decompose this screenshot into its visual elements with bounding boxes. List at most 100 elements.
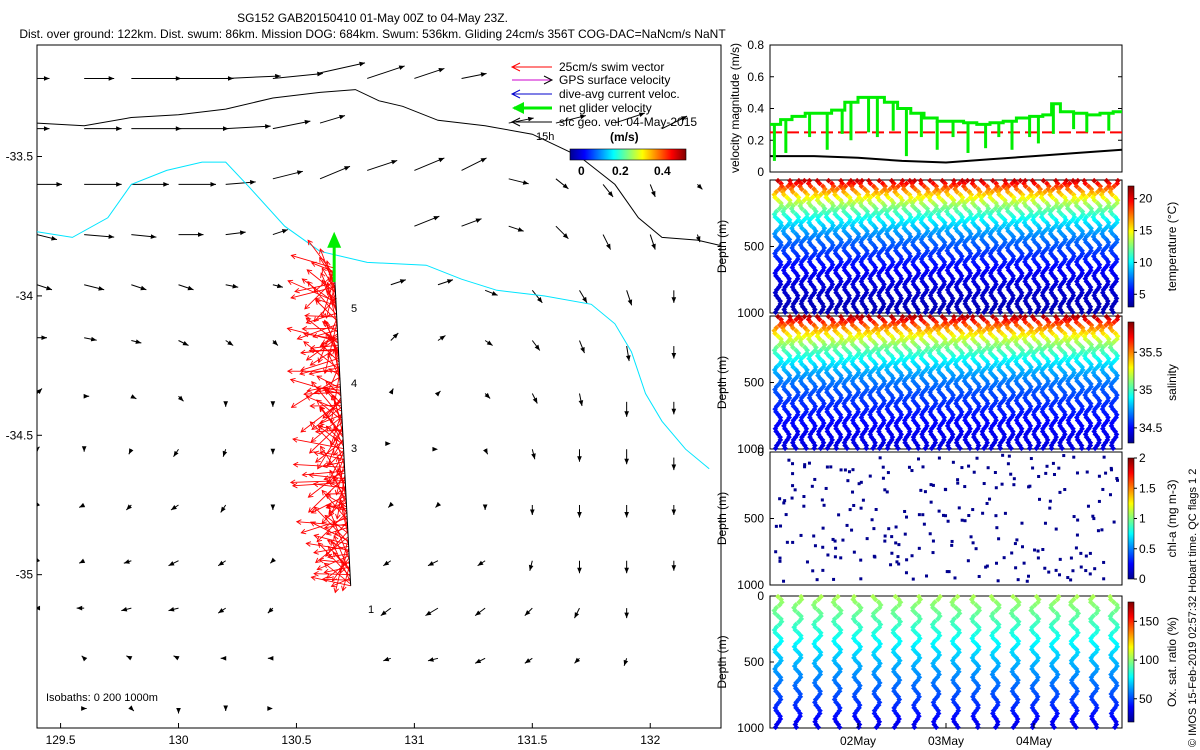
chl-a-colorbar-label: 0 — [1139, 572, 1146, 586]
swim-vector — [331, 577, 351, 587]
geo-vector — [435, 501, 442, 508]
salinity-colorbar-label: 35.5 — [1139, 345, 1163, 359]
geo-vector — [37, 234, 58, 241]
chla-point — [922, 522, 926, 526]
geo-vector — [524, 657, 533, 664]
geo-vector — [37, 126, 50, 131]
geo-vector-head — [223, 705, 229, 711]
chla-point — [903, 532, 907, 536]
geo-vector-head — [267, 607, 274, 614]
salinity-colorbar — [1127, 321, 1135, 444]
geo-vector — [427, 560, 439, 567]
geo-vector — [222, 449, 228, 457]
chla-point — [971, 508, 975, 512]
geo-vector-head — [475, 658, 482, 664]
chla-point — [1016, 578, 1020, 582]
temperature-point — [790, 228, 797, 234]
geo-vector — [649, 184, 656, 198]
map-xtick-label: 129.5 — [46, 733, 76, 747]
chla-point — [859, 480, 863, 484]
geo-vector-head — [486, 340, 493, 346]
swim-vector — [299, 363, 340, 375]
geo-vector-head — [398, 65, 405, 70]
swim-vector-head — [300, 528, 307, 535]
swim-vector-head — [290, 402, 297, 408]
geo-vector-head — [126, 655, 133, 661]
geo-vector-head — [272, 339, 278, 346]
swim-vector — [297, 324, 338, 340]
chla-point — [981, 511, 985, 515]
swim-vector-head — [327, 553, 333, 560]
speed-colorbar — [569, 148, 687, 161]
swim-vector-head — [333, 535, 339, 541]
geo-vector — [272, 170, 303, 180]
geo-vector-head — [173, 655, 180, 661]
geo-vector-head — [607, 191, 614, 197]
geo-vector — [37, 182, 62, 187]
geo-vector — [84, 336, 97, 342]
velocity-y-axis: 00.20.40.60.8 — [747, 38, 1122, 179]
swim-vector-head — [305, 355, 312, 361]
temperature-point — [776, 186, 783, 192]
swim-vector-head — [305, 318, 312, 325]
swim-vector — [329, 470, 347, 502]
chla-point — [905, 558, 909, 562]
swim-vector — [316, 512, 348, 542]
geo-vector — [531, 449, 536, 460]
chla-point — [1012, 483, 1016, 487]
chla-point — [969, 535, 973, 539]
chla-point — [791, 540, 795, 544]
geo-vector — [671, 346, 677, 359]
swim-vector-head — [333, 587, 339, 594]
temperature-point — [807, 203, 814, 209]
geo-vector — [223, 705, 229, 711]
chla-point — [890, 535, 894, 539]
geo-vector — [225, 180, 256, 185]
geo-vector — [126, 655, 133, 661]
geo-vector-head — [173, 450, 179, 457]
swim-vector-head — [341, 585, 347, 592]
geo-vector — [131, 182, 169, 187]
geo-vector — [383, 560, 392, 567]
swim-vector-head — [325, 551, 331, 557]
chla-point — [833, 539, 837, 543]
swim-vector — [339, 499, 348, 515]
temperature-colorbar-label: 15 — [1139, 224, 1153, 238]
swim-vector-head — [294, 287, 300, 294]
swim-vector-head — [317, 463, 323, 470]
swim-vector — [336, 474, 346, 519]
geo-vector — [173, 655, 180, 661]
swim-vector-head — [325, 504, 332, 510]
chla-point — [821, 526, 825, 530]
swim-vector — [324, 322, 338, 374]
geo-vector — [272, 119, 311, 130]
chla-point — [1045, 464, 1049, 468]
geo-vector-head — [531, 453, 536, 460]
chla-point — [790, 496, 794, 500]
swim-vector — [318, 318, 338, 363]
swim-vector-head — [323, 368, 329, 375]
chla-point — [813, 544, 817, 548]
geo-vector — [367, 159, 398, 171]
swim-vector — [326, 504, 347, 510]
swim-vector-head — [313, 549, 319, 555]
geo-vector — [217, 607, 226, 614]
swim-vector — [294, 282, 336, 293]
chla-point — [793, 488, 797, 492]
swim-vector-head — [312, 332, 319, 339]
geo-vector — [78, 558, 86, 564]
geo-vector — [484, 340, 493, 346]
geo-vector — [37, 605, 41, 611]
geo-vector-head — [438, 157, 445, 163]
swim-vector-head — [308, 370, 315, 376]
geo-vector — [84, 182, 122, 187]
geo-vector — [671, 290, 677, 303]
chla-point — [956, 481, 960, 485]
geo-vector-head — [43, 76, 50, 81]
geo-vector-head — [43, 126, 50, 131]
legend-geo-arrowhead — [510, 117, 521, 127]
map-y-axis: -33.5-34-34.5-35 — [6, 150, 42, 582]
swim-vector-head — [331, 296, 337, 303]
geo-vector-head — [126, 504, 132, 510]
geo-vector-head — [281, 229, 288, 234]
